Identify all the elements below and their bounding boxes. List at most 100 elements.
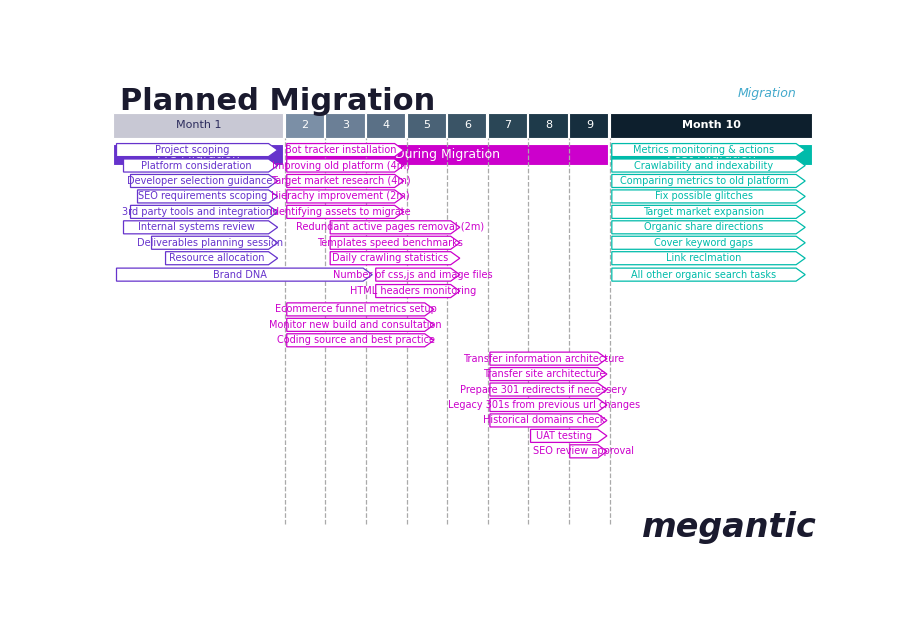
Polygon shape — [330, 221, 460, 234]
Polygon shape — [376, 285, 460, 298]
Text: 5: 5 — [423, 120, 430, 130]
Text: 7: 7 — [504, 120, 511, 130]
Text: SEO requirements scoping: SEO requirements scoping — [138, 191, 267, 201]
Text: Month 1: Month 1 — [176, 120, 221, 130]
Text: Identifying assets to migrate: Identifying assets to migrate — [270, 207, 411, 217]
Text: Post Migration: Post Migration — [666, 148, 755, 161]
Text: 3rd party tools and integrations: 3rd party tools and integrations — [122, 207, 277, 217]
Text: Transfer site architecture: Transfer site architecture — [482, 369, 604, 379]
Text: 3: 3 — [341, 120, 349, 130]
Bar — [325, 113, 364, 138]
Text: 4: 4 — [382, 120, 389, 130]
Polygon shape — [137, 190, 277, 203]
Text: 6: 6 — [463, 120, 470, 130]
Text: Transfer information architecture: Transfer information architecture — [463, 354, 624, 364]
Text: Deliverables planning session: Deliverables planning session — [137, 238, 283, 248]
Polygon shape — [152, 236, 277, 250]
Text: 2: 2 — [301, 120, 308, 130]
Text: Developer selection guidance: Developer selection guidance — [126, 176, 272, 186]
Polygon shape — [286, 319, 433, 331]
Polygon shape — [165, 251, 277, 265]
Polygon shape — [124, 221, 277, 234]
Text: Templates speed benchmarks: Templates speed benchmarks — [317, 238, 463, 248]
Polygon shape — [611, 251, 805, 265]
Text: UAT testing: UAT testing — [535, 431, 591, 441]
Bar — [113, 144, 283, 164]
Polygon shape — [611, 221, 805, 234]
Polygon shape — [489, 367, 606, 381]
Polygon shape — [116, 144, 277, 157]
Text: Pre Migration: Pre Migration — [157, 148, 240, 161]
Bar — [569, 113, 608, 138]
Polygon shape — [489, 383, 606, 396]
Text: Legacy 301s from previous url changes: Legacy 301s from previous url changes — [447, 400, 639, 410]
Text: megantic: megantic — [641, 510, 816, 544]
Polygon shape — [286, 144, 404, 157]
Text: Historical domains check: Historical domains check — [482, 416, 604, 426]
Text: Brand DNA: Brand DNA — [212, 270, 266, 280]
Text: Crawlability and indexability: Crawlability and indexability — [634, 161, 773, 171]
Text: Target market expansion: Target market expansion — [643, 207, 764, 217]
Text: Internal systems review: Internal systems review — [137, 223, 254, 233]
Polygon shape — [569, 445, 606, 458]
Text: Organic share directions: Organic share directions — [644, 223, 763, 233]
Polygon shape — [611, 268, 805, 281]
Polygon shape — [611, 144, 805, 157]
Polygon shape — [611, 159, 805, 172]
Polygon shape — [611, 174, 805, 187]
Text: Bot tracker installation: Bot tracker installation — [284, 145, 396, 155]
Text: HTML headers monitoring: HTML headers monitoring — [349, 286, 476, 296]
Text: 8: 8 — [545, 120, 552, 130]
Bar — [609, 144, 811, 164]
Text: Migration: Migration — [737, 87, 796, 100]
Bar — [406, 113, 445, 138]
Text: Resource allocation: Resource allocation — [169, 253, 265, 263]
Text: All other organic search tasks: All other organic search tasks — [630, 270, 776, 280]
Polygon shape — [611, 236, 805, 250]
Polygon shape — [286, 206, 404, 218]
Polygon shape — [130, 174, 277, 187]
Bar — [366, 113, 405, 138]
Polygon shape — [611, 206, 805, 218]
Bar — [113, 113, 283, 138]
Text: Ecommerce funnel metrics setup: Ecommerce funnel metrics setup — [275, 304, 436, 314]
Text: Target market research (4m): Target market research (4m) — [271, 176, 410, 186]
Text: Project scoping: Project scoping — [155, 145, 229, 155]
Text: Planned Migration: Planned Migration — [120, 87, 434, 117]
Text: 9: 9 — [585, 120, 592, 130]
Polygon shape — [130, 206, 277, 218]
Text: Number of css,js and image files: Number of css,js and image files — [333, 270, 492, 280]
Text: Fix possible glitches: Fix possible glitches — [655, 191, 752, 201]
Polygon shape — [489, 352, 606, 365]
Bar — [447, 113, 486, 138]
Polygon shape — [286, 303, 433, 316]
Polygon shape — [286, 190, 404, 203]
Polygon shape — [286, 159, 404, 172]
Polygon shape — [124, 159, 277, 172]
Bar — [609, 113, 811, 138]
Text: Improving old platform (4m): Improving old platform (4m) — [272, 161, 409, 171]
Polygon shape — [286, 334, 433, 347]
Text: SEO review approval: SEO review approval — [533, 446, 634, 456]
Bar — [284, 113, 323, 138]
Polygon shape — [530, 429, 606, 443]
Text: Month 10: Month 10 — [682, 120, 740, 130]
Bar — [528, 113, 567, 138]
Text: Redundant active pages removal (2m): Redundant active pages removal (2m) — [296, 223, 484, 233]
Text: Cover keyword gaps: Cover keyword gaps — [654, 238, 752, 248]
Polygon shape — [489, 399, 606, 411]
Text: Coding source and best practice: Coding source and best practice — [276, 335, 434, 345]
Polygon shape — [330, 251, 460, 265]
Text: Daily crawling statistics: Daily crawling statistics — [332, 253, 448, 263]
Text: During Migration: During Migration — [395, 148, 499, 161]
Text: Hierachy improvement (2m): Hierachy improvement (2m) — [271, 191, 410, 201]
Polygon shape — [116, 268, 372, 281]
Polygon shape — [611, 190, 805, 203]
Polygon shape — [286, 174, 404, 187]
Text: Prepare 301 redirects if necessery: Prepare 301 redirects if necessery — [460, 384, 627, 394]
Polygon shape — [330, 236, 460, 250]
Text: Monitor new build and consultation: Monitor new build and consultation — [269, 320, 442, 330]
Text: Platform consideration: Platform consideration — [141, 161, 251, 171]
Text: Link reclmation: Link reclmation — [666, 253, 740, 263]
Polygon shape — [376, 268, 460, 281]
